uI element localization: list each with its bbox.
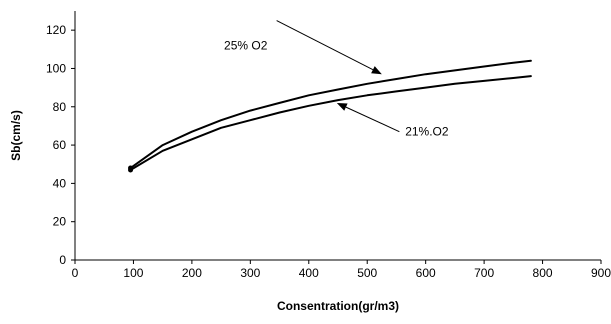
x-tick-label: 800 bbox=[533, 266, 553, 280]
annotations: 25% O2 21%.O2 bbox=[224, 20, 449, 139]
annotation-label: 25% O2 bbox=[224, 38, 268, 52]
x-tick-label: 100 bbox=[123, 266, 143, 280]
x-tick-label: 900 bbox=[591, 266, 611, 280]
x-tick-label: 700 bbox=[474, 266, 494, 280]
annotation-arrowhead bbox=[336, 102, 348, 111]
series-line-1 bbox=[129, 75, 532, 171]
annotation-label: 21%.O2 bbox=[405, 125, 449, 139]
x-tick-label: 200 bbox=[182, 266, 202, 280]
y-tick-label: 80 bbox=[53, 100, 67, 114]
annotation-arrow-line bbox=[345, 106, 400, 133]
y-tick-label: 60 bbox=[53, 138, 67, 152]
x-tick-label: 300 bbox=[240, 266, 260, 280]
y-tick-label: 100 bbox=[46, 61, 66, 75]
y-tick-label: 120 bbox=[46, 23, 66, 37]
annotation-arrow-line bbox=[276, 20, 374, 71]
series-line-0 bbox=[129, 59, 532, 170]
y-tick-label: 0 bbox=[59, 253, 66, 267]
x-axis-title: Consentration(gr/m3) bbox=[277, 299, 399, 313]
series-start-point bbox=[128, 167, 134, 173]
x-tick-label: 0 bbox=[72, 266, 79, 280]
y-tick-label: 20 bbox=[53, 215, 67, 229]
y-tick-label: 40 bbox=[53, 176, 67, 190]
y-axis-title: Sb(cm/s) bbox=[9, 110, 23, 161]
x-tick-label: 500 bbox=[357, 266, 377, 280]
series-lines bbox=[128, 59, 532, 173]
x-tick-label: 600 bbox=[416, 266, 436, 280]
annotation-arrowhead bbox=[371, 66, 382, 75]
y-axis-ticks: 0 20 40 60 80 100 120 bbox=[46, 23, 75, 267]
x-tick-label: 400 bbox=[299, 266, 319, 280]
x-axis-ticks: 0 100 200 300 400 500 600 700 800 900 bbox=[72, 260, 611, 280]
axes bbox=[74, 11, 601, 261]
